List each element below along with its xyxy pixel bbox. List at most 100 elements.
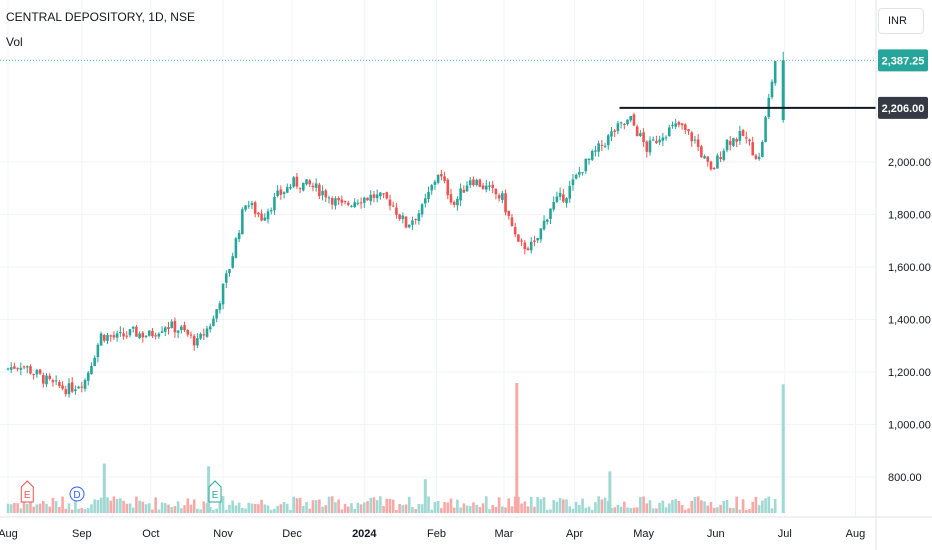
candle-body: [186, 329, 190, 335]
candle-body: [539, 228, 543, 240]
candle-body: [642, 132, 645, 143]
volume-bar: [414, 509, 417, 513]
candle-body: [536, 238, 539, 241]
candle-body: [359, 202, 363, 204]
volume-bar: [292, 496, 295, 513]
volume-bar: [411, 506, 414, 513]
volume-bar: [452, 507, 456, 513]
volume-bar: [224, 509, 228, 513]
volume-bar: [311, 500, 315, 513]
volume-bar: [93, 499, 96, 513]
candle-body: [430, 185, 434, 191]
candle-body: [661, 137, 665, 141]
x-tick-label: May: [633, 528, 654, 540]
volume-bar: [48, 506, 52, 513]
candle-body: [244, 205, 247, 210]
volume-bar: [497, 497, 501, 513]
volume-bar: [199, 509, 202, 513]
volume-spike: [781, 384, 785, 513]
candle-body: [202, 334, 206, 336]
y-tick-label: 1,400.00: [888, 315, 931, 327]
y-tick-label: 1,800.00: [888, 210, 931, 222]
candle-body: [337, 198, 340, 201]
candle-body: [379, 192, 382, 197]
candle-body: [623, 123, 626, 125]
volume-bar: [77, 508, 80, 513]
earnings-marker: [20, 480, 34, 503]
candle-body: [9, 367, 13, 370]
volume-bar: [491, 505, 495, 513]
volume-bar: [700, 500, 703, 513]
volume-bar: [231, 500, 234, 513]
volume-bar: [308, 508, 312, 513]
volume-bar: [19, 508, 23, 513]
candle-body: [472, 179, 475, 186]
volume-bar: [417, 503, 421, 513]
volume-bar: [536, 497, 539, 513]
volume-bar: [510, 506, 514, 513]
volume-bar: [395, 509, 398, 513]
candle-body: [452, 202, 456, 205]
candle-body: [356, 202, 360, 204]
candle-body: [279, 189, 283, 195]
volume-bar: [215, 508, 218, 513]
candle-body: [443, 176, 446, 181]
price-axis[interactable]: 800.00 1,000.00 1,200.00 1,400.00 1,600.00 1,…: [875, 0, 931, 550]
y-tick-label: 800.00: [888, 472, 922, 484]
volume-bar: [517, 497, 520, 513]
volume-bar: [501, 506, 504, 513]
currency-button[interactable]: INR: [878, 8, 924, 34]
volume-bar: [330, 496, 334, 513]
candle-body: [578, 172, 581, 175]
candle-body: [597, 143, 600, 152]
candle-body: [606, 135, 610, 146]
candle-body: [674, 123, 677, 127]
volume-bar: [655, 508, 658, 513]
candle-body: [196, 338, 199, 346]
x-tick-label: Dec: [282, 528, 302, 540]
time-axis[interactable]: Aug Sep Oct Nov Dec 2024 Feb Mar Apr May Jun Jul Aug: [0, 516, 932, 540]
y-tick-label: 2,000.00: [888, 157, 931, 169]
candle-body: [696, 139, 700, 147]
volume-bar: [138, 500, 141, 513]
candle-body: [459, 188, 462, 201]
volume-bar: [440, 508, 443, 513]
volume-bar: [29, 499, 32, 513]
candle-body: [549, 208, 552, 219]
volume-bar: [25, 503, 29, 513]
volume-bar: [404, 504, 408, 513]
volume-bar: [99, 497, 103, 513]
candle-body: [324, 190, 328, 198]
volume-bar: [472, 502, 475, 513]
volume-bar: [745, 509, 748, 513]
price-label: 2,387.25: [882, 55, 925, 67]
volume-bar: [147, 503, 151, 513]
candle-body: [687, 129, 690, 132]
volume-bar: [651, 508, 655, 513]
volume-bar: [716, 507, 719, 513]
candle-body: [748, 139, 751, 142]
volume-bar: [581, 498, 584, 513]
volume-bar: [22, 502, 26, 513]
volume-bar: [648, 500, 652, 513]
candle-body: [131, 326, 135, 329]
candle-body: [407, 224, 411, 228]
volume-bar: [481, 503, 485, 513]
candle-body: [639, 133, 642, 136]
candle-body: [629, 115, 633, 121]
candle-body: [594, 150, 597, 152]
candle-body: [90, 365, 93, 375]
volume-bar: [584, 507, 588, 513]
candle-body: [253, 202, 257, 214]
candle-body: [420, 204, 424, 215]
volume-bar: [770, 508, 774, 513]
candle-body: [305, 179, 308, 185]
volume-bar: [712, 507, 716, 513]
candle-body: [709, 161, 713, 170]
candle-body: [417, 213, 421, 221]
volume-bar: [443, 502, 446, 513]
candle-body: [446, 179, 450, 196]
volume-bar: [661, 500, 665, 513]
volume-bar: [552, 499, 555, 513]
